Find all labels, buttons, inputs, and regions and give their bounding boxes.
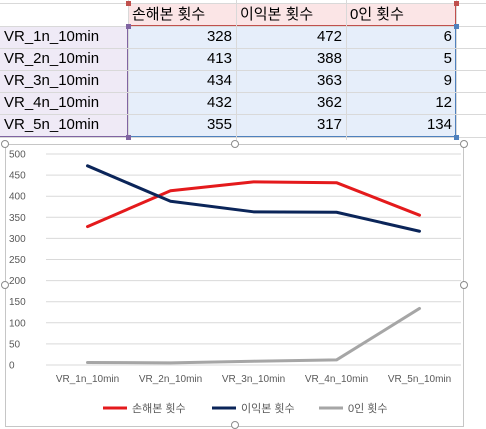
x-tick-label: VR_4n_10min bbox=[305, 374, 368, 385]
row-divider bbox=[0, 48, 486, 49]
category-range-highlight bbox=[0, 26, 128, 137]
y-tick-label: 150 bbox=[9, 297, 26, 308]
value-cell[interactable]: 9 bbox=[443, 72, 452, 89]
range-handle[interactable] bbox=[126, 135, 131, 140]
legend-label-2: 이익본 횟수 bbox=[241, 402, 295, 415]
y-tick-label: 200 bbox=[9, 276, 26, 287]
chart-resize-handle-top-left[interactable] bbox=[1, 140, 9, 148]
series-line-3 bbox=[86, 306, 421, 365]
series-line-2 bbox=[86, 164, 421, 233]
chart-plot-area: 0 50 100 150 200 250 300 350 400 450 500 VR_1n_10mi… bbox=[9, 150, 461, 415]
legend-label-3: 0인 횟수 bbox=[348, 402, 388, 415]
series-line-1 bbox=[86, 180, 421, 229]
value-cell[interactable]: 328 bbox=[206, 28, 232, 45]
row-divider bbox=[0, 137, 486, 138]
row-divider bbox=[0, 3, 486, 4]
range-handle[interactable] bbox=[454, 24, 459, 29]
value-cell[interactable]: 432 bbox=[206, 94, 232, 111]
chart-resize-handle-top-right[interactable] bbox=[460, 140, 468, 148]
chart-resize-handle-right[interactable] bbox=[460, 281, 468, 289]
chart-resize-handle-top[interactable] bbox=[231, 140, 239, 148]
range-handle[interactable] bbox=[454, 135, 459, 140]
line-chart[interactable]: 0 50 100 150 200 250 300 350 400 450 500 VR_1n_10mi… bbox=[5, 144, 464, 427]
value-cell[interactable]: 317 bbox=[316, 116, 342, 133]
x-tick-label: VR_3n_10min bbox=[222, 374, 285, 385]
value-cell[interactable]: 5 bbox=[443, 50, 452, 67]
row-label-cell[interactable]: VR_2n_10min bbox=[4, 50, 100, 67]
y-tick-label: 100 bbox=[9, 318, 26, 329]
legend-label-1: 손해본 횟수 bbox=[132, 401, 186, 415]
x-tick-label: VR_1n_10min bbox=[56, 374, 119, 385]
value-cell[interactable]: 6 bbox=[443, 28, 452, 45]
row-divider bbox=[0, 92, 486, 93]
range-handle[interactable] bbox=[126, 1, 131, 6]
spreadsheet-grid[interactable]: 손해본 횟수 이익본 횟수 0인 횟수 VR_1n_10min 328 472 … bbox=[0, 0, 486, 140]
value-cell[interactable]: 388 bbox=[316, 50, 342, 67]
header-cell-loss[interactable]: 손해본 횟수 bbox=[132, 6, 206, 23]
y-tick-label: 350 bbox=[9, 213, 26, 224]
value-cell[interactable]: 413 bbox=[206, 50, 232, 67]
value-cell[interactable]: 12 bbox=[435, 94, 452, 111]
row-label-cell[interactable]: VR_1n_10min bbox=[4, 28, 100, 45]
value-cell[interactable]: 434 bbox=[206, 72, 232, 89]
range-handle[interactable] bbox=[454, 1, 459, 6]
header-cell-zero[interactable]: 0인 횟수 bbox=[350, 6, 404, 23]
y-tick-label: 300 bbox=[9, 234, 26, 245]
y-tick-label: 50 bbox=[9, 339, 21, 350]
range-handle[interactable] bbox=[126, 24, 131, 29]
y-tick-label: 250 bbox=[9, 255, 26, 266]
row-divider bbox=[0, 26, 486, 27]
y-tick-label: 450 bbox=[9, 171, 26, 182]
row-divider bbox=[0, 114, 486, 115]
chart-resize-handle-bottom[interactable] bbox=[231, 421, 239, 429]
row-divider bbox=[0, 70, 486, 71]
header-cell-profit[interactable]: 이익본 횟수 bbox=[240, 6, 314, 23]
value-cell[interactable]: 355 bbox=[206, 116, 232, 133]
chart-resize-handle-left[interactable] bbox=[1, 281, 9, 289]
row-label-cell[interactable]: VR_5n_10min bbox=[4, 116, 100, 133]
value-cell[interactable]: 362 bbox=[316, 94, 342, 111]
value-cell[interactable]: 363 bbox=[316, 72, 342, 89]
y-tick-label: 500 bbox=[9, 150, 26, 161]
value-cell[interactable]: 134 bbox=[426, 116, 452, 133]
x-tick-label: VR_2n_10min bbox=[139, 374, 202, 385]
y-tick-label: 0 bbox=[9, 361, 15, 372]
row-label-cell[interactable]: VR_3n_10min bbox=[4, 72, 100, 89]
row-label-cell[interactable]: VR_4n_10min bbox=[4, 94, 100, 111]
x-tick-label: VR_5n_10min bbox=[388, 374, 451, 385]
value-cell[interactable]: 472 bbox=[316, 28, 342, 45]
y-tick-label: 400 bbox=[9, 192, 26, 203]
